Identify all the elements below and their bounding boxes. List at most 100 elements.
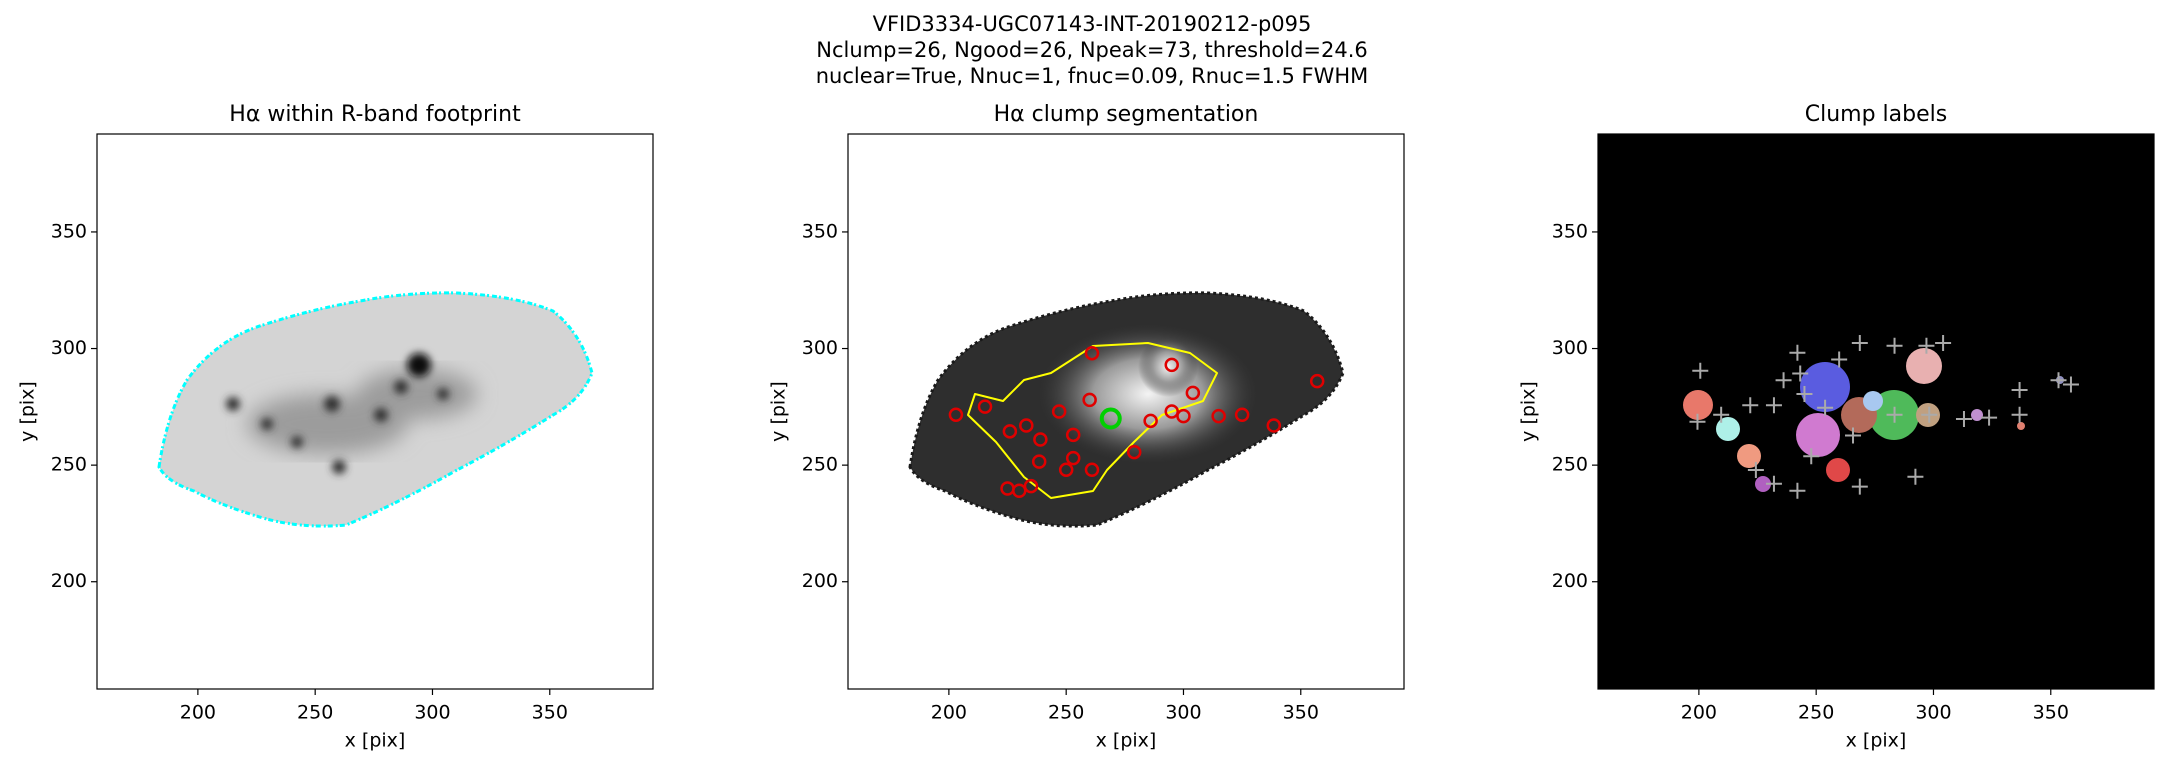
- clump-marker: [1126, 444, 1142, 460]
- clump-marker: [1309, 373, 1325, 389]
- x-tick-label: 200: [931, 702, 967, 724]
- peak-marker: [1817, 399, 1834, 416]
- peak-marker: [1851, 478, 1868, 495]
- image: [1598, 134, 2154, 689]
- y-tick-label: 350: [51, 220, 87, 242]
- clump-marker: [1211, 408, 1226, 424]
- clump-marker: [1012, 483, 1027, 499]
- peak-marker: [1742, 397, 1759, 414]
- x-tick-label: 350: [2033, 702, 2069, 724]
- image: [157, 291, 594, 528]
- axes-frame: [1597, 133, 2155, 690]
- peak-marker: [2050, 372, 2067, 389]
- peak-marker: [1792, 365, 1809, 382]
- peak-marker: [2062, 376, 2079, 393]
- peak-marker: [1831, 351, 1848, 368]
- clump-marker: [1164, 357, 1179, 373]
- peak-marker: [2011, 406, 2028, 423]
- clump-marker: [1058, 462, 1074, 478]
- suptitle: nuclear=True, Nnuc=1, fnuc=0.09, Rnuc=1.…: [816, 64, 1369, 88]
- clump-marker: [1176, 408, 1191, 424]
- peak-marker: [1935, 334, 1952, 351]
- suptitle: VFID3334-UGC07143-INT-20190212-p095: [873, 12, 1312, 36]
- peak-marker: [1886, 406, 1903, 423]
- peak-marker: [1921, 406, 1938, 423]
- clump-marker: [1185, 385, 1201, 401]
- peak-marker: [1918, 337, 1935, 354]
- peak-marker: [1689, 413, 1706, 430]
- y-tick-label: 250: [802, 454, 838, 476]
- x-tick-label: 250: [1048, 702, 1084, 724]
- x-tick-label: 200: [1681, 702, 1717, 724]
- clump-marker: [1065, 427, 1081, 443]
- y-tick-label: 200: [1552, 570, 1588, 592]
- axes-frame: [96, 133, 654, 690]
- suptitle: Nclump=26, Ngood=26, Npeak=73, threshold…: [816, 38, 1368, 62]
- x-tick-label: 350: [1283, 702, 1319, 724]
- panel-title: Clump labels: [1805, 102, 1947, 127]
- y-axis-label: y [pix]: [768, 381, 790, 442]
- y-tick-label: 350: [1552, 220, 1588, 242]
- y-tick-label: 200: [51, 570, 87, 592]
- peak-marker: [1907, 468, 1924, 485]
- peak-marker: [1851, 334, 1868, 351]
- peak-marker: [1981, 409, 1998, 426]
- x-tick-label: 300: [414, 702, 450, 724]
- clump-marker: [1143, 413, 1158, 429]
- peak-marker: [1789, 482, 1806, 499]
- x-tick-label: 350: [532, 702, 568, 724]
- clump-marker: [1065, 450, 1081, 466]
- clump-marker: [1051, 404, 1067, 419]
- axes-frame: [847, 133, 1405, 690]
- clump-marker: [1031, 454, 1047, 469]
- y-axis-label: y [pix]: [1518, 381, 1540, 442]
- clump-marker: [1234, 407, 1250, 423]
- peak-marker: [1796, 386, 1813, 403]
- y-tick-label: 350: [802, 220, 838, 242]
- peak-marker: [1845, 427, 1862, 444]
- clump-marker: [1002, 424, 1018, 439]
- panel: 200 250 300 350 200 250 300 350 Clump labels x [p…: [1518, 102, 2155, 752]
- y-tick-label: 300: [1552, 337, 1588, 359]
- x-tick-label: 250: [297, 702, 333, 724]
- x-tick-label: 200: [180, 702, 216, 724]
- panel: 200 250 300 350 200 250 300 350 Hα clump segment…: [768, 102, 1405, 752]
- peak-marker: [1789, 344, 1806, 361]
- x-tick-label: 300: [1165, 702, 1201, 724]
- clump-marker: [1084, 345, 1100, 361]
- x-axis-label: x [pix]: [345, 730, 406, 752]
- clump-marker: [948, 407, 964, 423]
- y-tick-label: 300: [51, 337, 87, 359]
- panel-title: Hα clump segmentation: [994, 102, 1259, 127]
- panel-title: Hα within R-band footprint: [229, 102, 521, 127]
- x-axis-label: x [pix]: [1846, 730, 1907, 752]
- panel: 200 250 300 350 200 250 300 350 Hα within R-band…: [17, 102, 654, 752]
- peak-marker: [1886, 337, 1903, 354]
- clump-marker: [1084, 462, 1100, 478]
- peak-marker: [2011, 382, 2028, 399]
- clump-marker: [1019, 418, 1034, 433]
- peak-marker: [1765, 397, 1782, 414]
- y-tick-label: 200: [802, 570, 838, 592]
- clump-marker: [1033, 432, 1048, 447]
- image: [908, 291, 1345, 528]
- peak-marker: [1747, 462, 1764, 479]
- clump-marker: [1164, 404, 1179, 419]
- clump-marker: [1099, 407, 1122, 430]
- y-tick-label: 250: [51, 454, 87, 476]
- clump-marker: [1023, 478, 1039, 494]
- peak-marker: [1803, 448, 1820, 465]
- y-tick-label: 250: [1552, 454, 1588, 476]
- peak-marker: [1692, 362, 1709, 379]
- peak-marker: [1955, 410, 1972, 427]
- peak-marker: [1765, 475, 1782, 492]
- peak-marker: [1775, 372, 1792, 389]
- clump-marker: [1266, 418, 1282, 433]
- x-axis-label: x [pix]: [1096, 730, 1157, 752]
- peak-marker: [1713, 406, 1730, 423]
- clump-marker: [1082, 392, 1097, 408]
- clump-marker: [977, 399, 993, 414]
- x-tick-label: 250: [1798, 702, 1834, 724]
- y-axis-label: y [pix]: [17, 381, 39, 442]
